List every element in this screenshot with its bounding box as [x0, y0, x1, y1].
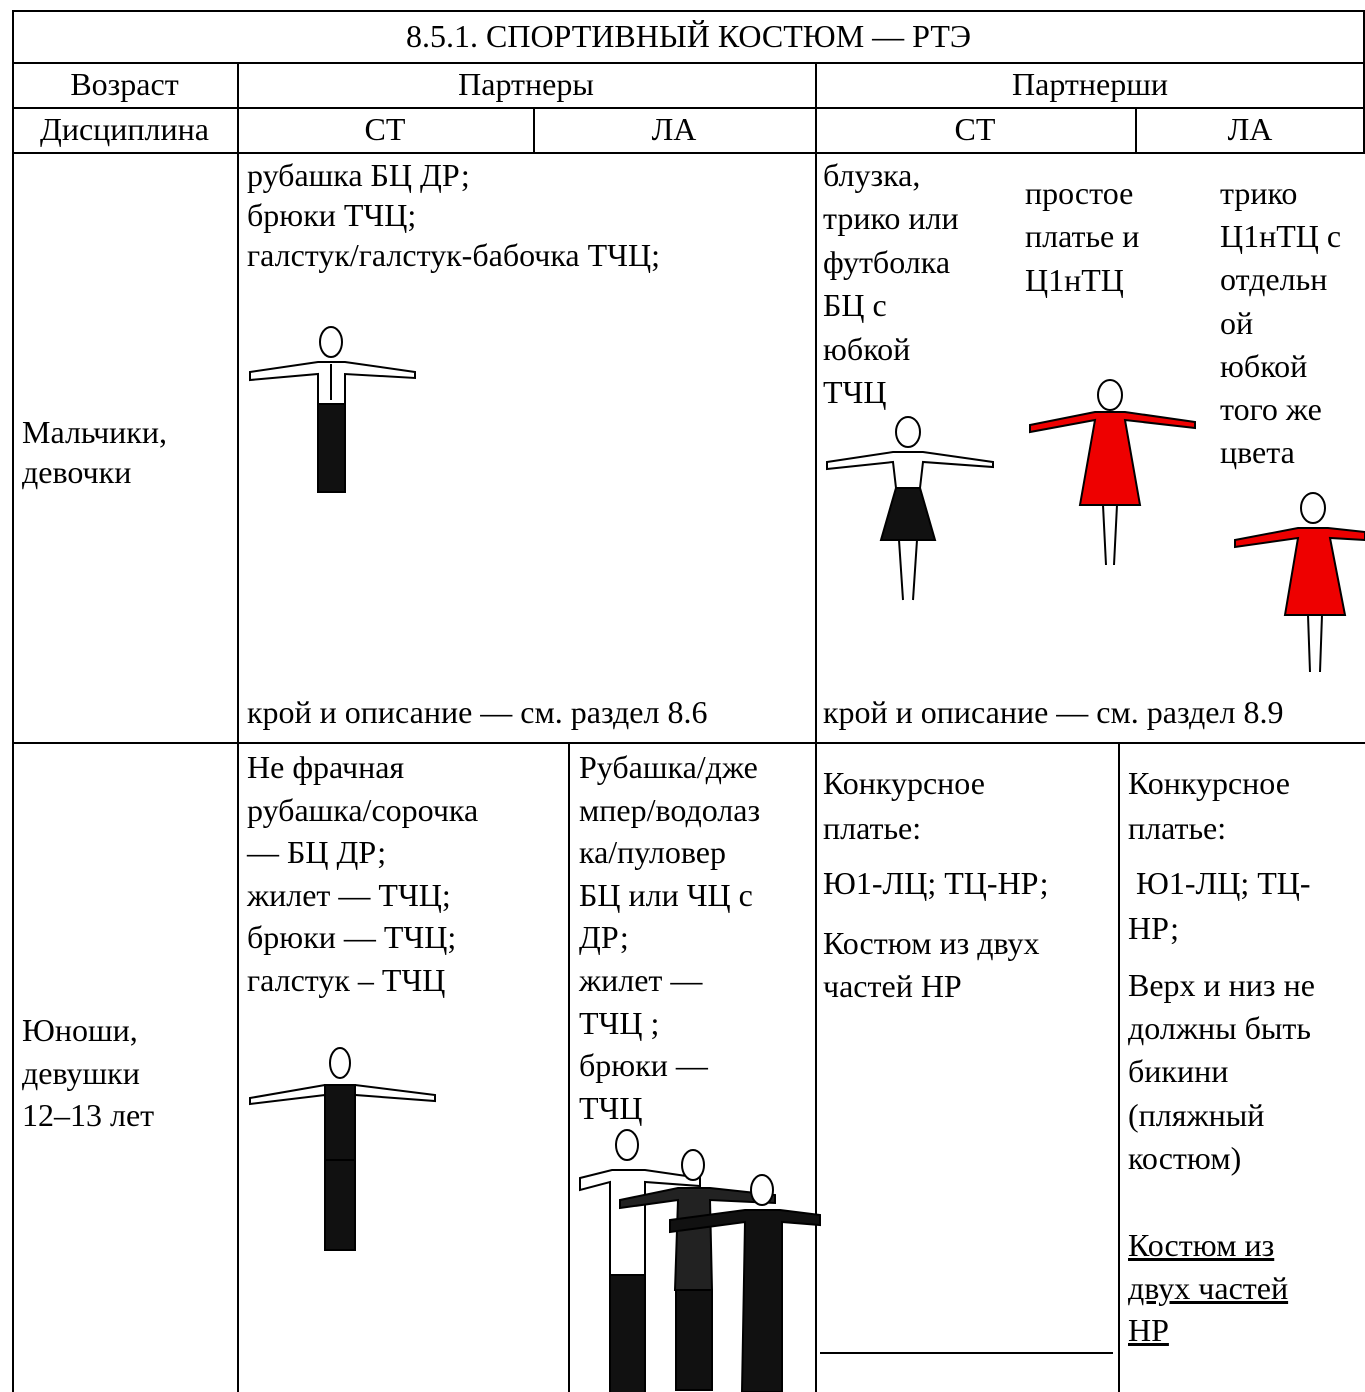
- cell-note: крой и описание — см. раздел 8.9: [823, 694, 1284, 730]
- young-men-figures: [579, 1129, 821, 1392]
- cell-text: того же: [1220, 391, 1322, 427]
- cell-text: брюки —: [579, 1047, 708, 1084]
- cell-text: отдельн: [1220, 261, 1328, 298]
- cell-text: ка/пуловер: [579, 834, 726, 871]
- cell-text: должны быть: [1128, 1010, 1311, 1047]
- cell-text: ТЧЦ: [579, 1089, 643, 1126]
- girl-figure: [826, 416, 994, 601]
- table-title: 8.5.1. СПОРТИВНЫЙ КОСТЮМ — РТЭ: [405, 18, 971, 54]
- cell-text: юбкой: [823, 330, 911, 367]
- age-cell: Мальчики,: [22, 414, 167, 450]
- age-cell: девушки: [22, 1054, 140, 1091]
- cell-text: цвета: [1220, 434, 1295, 471]
- header-cell: СТ: [954, 111, 996, 147]
- cell-note: крой и описание — см. раздел 8.6: [247, 694, 708, 730]
- header-cell: СТ: [364, 111, 406, 147]
- header-cell: ЛА: [651, 111, 697, 147]
- table-rule: [815, 62, 817, 1392]
- cell-text: Не фрачная: [247, 749, 405, 785]
- cell-text: платье:: [823, 810, 922, 846]
- cell-text: БЦ с: [823, 287, 887, 324]
- cell-text: Костюм из двух: [823, 925, 1040, 961]
- cell-text: ТЧЦ ;: [579, 1004, 660, 1041]
- cell-text: жилет — ТЧЦ;: [247, 876, 451, 913]
- cell-text: Ю1-ЛЦ; ТЦ-: [1128, 865, 1311, 901]
- cell-text: Верх и низ не: [1128, 967, 1315, 1003]
- cell-text: ТЧЦ: [823, 374, 887, 410]
- cell-text: ДР;: [579, 919, 629, 956]
- age-cell: Юноши,: [22, 1012, 138, 1048]
- age-cell: девочки: [22, 454, 132, 490]
- cell-text: Ц1нТЦ с: [1220, 218, 1342, 255]
- cell-text: трико: [1220, 175, 1298, 211]
- cell-text: ой: [1220, 304, 1254, 341]
- boy-figure: [249, 326, 416, 493]
- cell-text: рубашка БЦ ДР;: [247, 157, 470, 193]
- cell-text: Рубашка/дже: [579, 749, 758, 785]
- cell-text: платье:: [1128, 810, 1227, 846]
- table-rule: [12, 10, 1365, 12]
- cell-text: юбкой: [1220, 347, 1308, 384]
- header-cell: Дисциплина: [40, 111, 209, 147]
- cell-text: костюм): [1128, 1139, 1242, 1176]
- header-cell: ЛА: [1227, 111, 1273, 147]
- cell-text: БЦ или ЧЦ с: [579, 876, 753, 913]
- age-cell: 12–13 лет: [22, 1097, 155, 1133]
- cell-text: Конкурсное: [1128, 765, 1290, 801]
- table-rule: [533, 107, 535, 152]
- cell-text: брюки ТЧЦ;: [247, 197, 417, 233]
- cell-text: Ю1-ЛЦ; ТЦ-НР;: [823, 865, 1049, 901]
- cell-text: (пляжный: [1128, 1096, 1265, 1133]
- cell-text: трико или: [823, 200, 959, 237]
- table-rule: [1363, 10, 1365, 152]
- cell-text: НР;: [1128, 910, 1179, 946]
- table-rule: [12, 152, 1365, 154]
- cell-text: жилет —: [579, 962, 703, 998]
- table-rule: [820, 1352, 1113, 1354]
- cell-text: мпер/водолаз: [579, 791, 761, 828]
- header-cell: Партнеры: [458, 66, 594, 102]
- cell-text: двух частей: [1128, 1269, 1289, 1306]
- cell-text: Конкурсное: [823, 765, 985, 801]
- young-man-figure: [249, 1047, 436, 1251]
- table-rule: [12, 62, 1365, 64]
- cell-text: рубашка/сорочка: [247, 791, 479, 828]
- table-rule: [12, 742, 1365, 744]
- table-rule: [12, 107, 1365, 109]
- cell-text: — БЦ ДР;: [247, 834, 387, 871]
- header-cell: Возраст: [70, 66, 179, 102]
- cell-text: галстук – ТЧЦ: [247, 962, 446, 998]
- table-rule: [237, 62, 239, 1392]
- header-cell: Партнерши: [1012, 66, 1168, 102]
- table-rule: [12, 10, 14, 1392]
- cell-text: Костюм из: [1128, 1227, 1275, 1263]
- table-rule: [568, 742, 570, 1392]
- cell-text: галстук/галстук-бабочка ТЧЦ;: [247, 237, 660, 273]
- girl-dress-figure: [1029, 379, 1196, 566]
- cell-text: платье и: [1025, 218, 1140, 255]
- table-rule: [1135, 107, 1137, 152]
- table-rule: [1118, 742, 1120, 1392]
- cell-text: футболка: [823, 243, 951, 280]
- girl-dress-figure: [1234, 492, 1365, 673]
- cell-text: Ц1нТЦ: [1025, 261, 1124, 298]
- cell-text: частей НР: [823, 968, 962, 1004]
- cell-text: простое: [1025, 175, 1134, 211]
- cell-text: НР: [1128, 1312, 1169, 1348]
- cell-text: блузка,: [823, 157, 921, 193]
- cell-text: бикини: [1128, 1053, 1229, 1090]
- cell-text: брюки — ТЧЦ;: [247, 919, 457, 956]
